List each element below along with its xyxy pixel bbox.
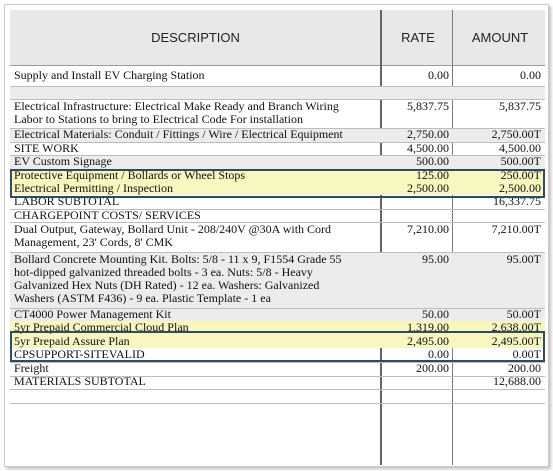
table-row: Electrical Permitting / Inspection 2,500… xyxy=(10,182,545,195)
row-amount: 0.00 xyxy=(520,68,541,82)
row-rate: 50.00 xyxy=(422,307,449,321)
row-amount: 7,210.00T xyxy=(491,222,541,236)
table-row: MATERIALS SUBTOTAL 12,688.00 xyxy=(10,375,545,389)
row-rule xyxy=(10,222,545,223)
table-row: Protective Equipment / Bollards or Wheel… xyxy=(10,169,545,182)
row-rule xyxy=(10,86,545,87)
row-description: 5yr Prepaid Commercial Cloud Plan xyxy=(14,320,189,334)
row-amount: 4,500.00 xyxy=(499,141,541,155)
row-amount: 250.00T xyxy=(500,168,541,182)
row-rate: 7,210.00 xyxy=(407,222,449,236)
row-description: LABOR SUBTOTAL xyxy=(14,194,120,208)
table-row: SITE WORK 4,500.00 4,500.00 xyxy=(10,142,545,155)
row-description: CHARGEPOINT COSTS/ SERVICES xyxy=(14,208,201,222)
row-amount: 2,638.00T xyxy=(491,320,541,334)
row-description: Dual Output, Gateway, Bollard Unit - 208… xyxy=(14,222,332,249)
row-description: EV Custom Signage xyxy=(14,154,112,168)
row-rate: 200.00 xyxy=(416,361,449,375)
column-divider-rate xyxy=(380,10,382,465)
table-row: 5yr Prepaid Commercial Cloud Plan 1,319.… xyxy=(10,321,545,335)
row-description: CPSUPPORT-SITEVALID xyxy=(14,347,145,361)
row-amount: 2,495.00T xyxy=(491,334,541,348)
row-description: Electrical Permitting / Inspection xyxy=(14,181,173,195)
row-description: 5yr Prepaid Assure Plan xyxy=(14,334,130,348)
row-rule xyxy=(10,376,545,377)
table-header: DESCRIPTION RATE AMOUNT xyxy=(10,10,545,66)
row-rule xyxy=(10,308,545,309)
row-rule xyxy=(10,389,545,390)
row-rate: 2,495.00 xyxy=(407,334,449,348)
row-rule xyxy=(10,209,545,210)
row-amount: 5,837.75 xyxy=(499,99,541,113)
table-row: CPSUPPORT-SITEVALID 0.00 0.00T xyxy=(10,348,545,362)
row-amount: 0.00T xyxy=(512,347,541,361)
table-row: Dual Output, Gateway, Bollard Unit - 208… xyxy=(10,222,545,252)
row-rate: 1,319.00 xyxy=(407,320,449,334)
row-amount: 2,750.00T xyxy=(491,127,541,141)
table-row: Freight 200.00 200.00 xyxy=(10,362,545,375)
table-row: Supply and Install EV Charging Station 0… xyxy=(10,66,545,86)
table-row: Bollard Concrete Mounting Kit. Bolts: 5/… xyxy=(10,252,545,308)
row-description: Bollard Concrete Mounting Kit. Bolts: 5/… xyxy=(14,252,342,305)
row-amount: 200.00 xyxy=(508,361,541,375)
row-rule xyxy=(10,169,545,170)
table-row: Electrical Infrastructure: Electrical Ma… xyxy=(10,99,545,128)
row-description: Electrical Infrastructure: Electrical Ma… xyxy=(14,99,339,126)
row-rule xyxy=(10,142,545,143)
row-description: Electrical Materials: Conduit / Fittings… xyxy=(14,127,343,141)
row-rate: 500.00 xyxy=(416,154,449,168)
row-description: Freight xyxy=(14,361,49,375)
row-description: Protective Equipment / Bollards or Wheel… xyxy=(14,168,246,182)
row-rate: 2,750.00 xyxy=(407,127,449,141)
row-rule xyxy=(10,99,545,100)
row-amount: 12,688.00 xyxy=(493,374,541,388)
row-amount: 95.00T xyxy=(506,252,541,266)
line-items: Supply and Install EV Charging Station 0… xyxy=(10,66,545,389)
table-row: EV Custom Signage 500.00 500.00T xyxy=(10,155,545,169)
row-rate: 0.00 xyxy=(428,68,449,82)
row-description: Supply and Install EV Charging Station xyxy=(14,68,205,82)
row-description: CT4000 Power Management Kit xyxy=(14,307,171,321)
spacer-row xyxy=(10,86,545,99)
row-rule xyxy=(10,362,545,363)
row-rule xyxy=(10,252,545,253)
row-rule xyxy=(10,403,545,404)
table-row: 5yr Prepaid Assure Plan 2,495.00 2,495.0… xyxy=(10,335,545,348)
row-rate: 125.00 xyxy=(416,168,449,182)
row-amount: 50.00T xyxy=(506,307,541,321)
row-rule xyxy=(10,128,545,129)
row-rate: 0.00 xyxy=(428,347,449,361)
row-description: SITE WORK xyxy=(14,141,79,155)
row-rate: 95.00 xyxy=(422,252,449,266)
description-header: DESCRIPTION xyxy=(151,30,240,45)
row-amount: 2,500.00 xyxy=(499,181,541,195)
amount-header: AMOUNT xyxy=(471,30,529,45)
row-rate: 5,837.75 xyxy=(407,99,449,113)
row-rule xyxy=(10,155,545,156)
table-row: LABOR SUBTOTAL 16,337.75 xyxy=(10,195,545,209)
row-rate: 4,500.00 xyxy=(407,141,449,155)
rate-header: RATE xyxy=(401,30,435,45)
table-row: Electrical Materials: Conduit / Fittings… xyxy=(10,128,545,142)
row-description: MATERIALS SUBTOTAL xyxy=(14,374,146,388)
row-rate: 2,500.00 xyxy=(407,181,449,195)
table-row: CHARGEPOINT COSTS/ SERVICES xyxy=(10,209,545,222)
row-amount: 16,337.75 xyxy=(493,194,541,208)
row-amount: 500.00T xyxy=(500,154,541,168)
column-divider-amount xyxy=(452,10,453,465)
table-row: CT4000 Power Management Kit 50.00 50.00T xyxy=(10,308,545,321)
